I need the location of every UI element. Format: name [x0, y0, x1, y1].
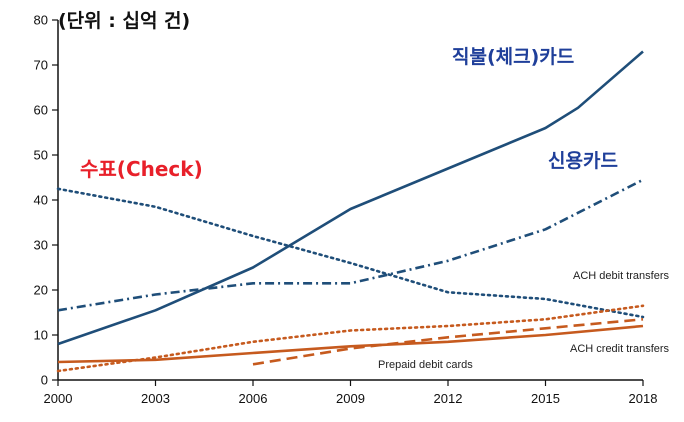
series-label-credit-card: 신용카드	[548, 150, 618, 172]
y-tick-label: 80	[34, 13, 48, 28]
x-tick-label: 2015	[531, 391, 560, 406]
series-label-ach-credit: ACH credit transfers	[570, 343, 670, 355]
x-tick-label: 2000	[44, 391, 73, 406]
x-tick-label: 2018	[629, 391, 658, 406]
series-line-2	[56, 187, 645, 319]
x-tick-label: 2003	[141, 391, 170, 406]
series-line-1	[57, 178, 644, 312]
label-layer: (단위 : 십억 건) 직불(체크)카드 신용카드 수표(Check) ACH …	[58, 10, 670, 371]
y-tick-label: 30	[34, 238, 48, 253]
series-layer	[56, 50, 645, 373]
series-label-prepaid: Prepaid debit cards	[378, 359, 473, 371]
series-label-debit-card: 직불(체크)카드	[452, 46, 574, 68]
axes: 0 10 20 30 40 50 60 70 80 2000 2003 2006 2009 2012 201…	[34, 13, 658, 407]
series-label-ach-debit: ACH debit transfers	[573, 270, 669, 282]
series-line-4	[57, 324, 644, 364]
y-tick-label: 10	[34, 328, 48, 343]
x-tick-label: 2006	[239, 391, 268, 406]
unit-label: (단위 : 십억 건)	[58, 10, 190, 32]
series-label-check: 수표(Check)	[80, 157, 203, 181]
y-tick-label: 40	[34, 193, 48, 208]
series-line-3	[56, 304, 645, 373]
series-line-5	[252, 318, 644, 366]
series-line-0	[57, 50, 644, 346]
x-tick-label: 2012	[434, 391, 463, 406]
y-tick-label: 70	[34, 58, 48, 73]
y-tick-label: 20	[34, 283, 48, 298]
y-tick-label: 60	[34, 103, 48, 118]
y-tick-label: 50	[34, 148, 48, 163]
y-tick-label: 0	[41, 373, 48, 388]
x-tick-label: 2009	[336, 391, 365, 406]
